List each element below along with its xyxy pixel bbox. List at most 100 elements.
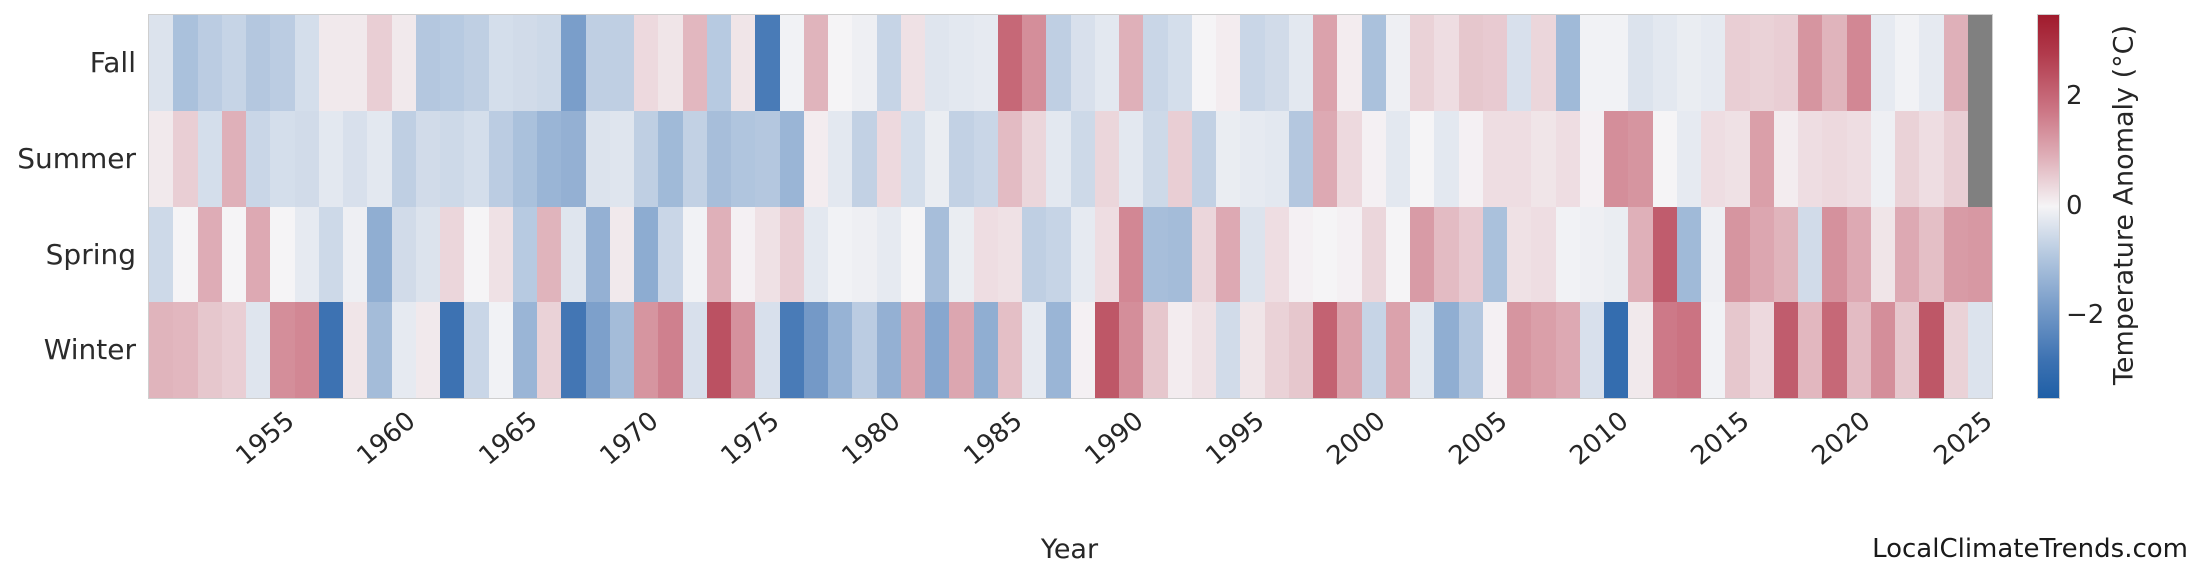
heatmap-cell bbox=[1361, 110, 1386, 207]
heatmap-cell bbox=[1773, 110, 1798, 207]
heatmap-cell bbox=[1288, 110, 1313, 207]
heatmap-cell bbox=[1046, 302, 1071, 398]
heatmap-cell bbox=[1749, 110, 1774, 207]
heatmap-cell bbox=[391, 15, 416, 111]
heatmap-cell bbox=[1919, 15, 1944, 111]
heatmap-cell bbox=[949, 110, 974, 207]
heatmap-cell bbox=[1119, 15, 1144, 111]
x-tick-label: 1960 bbox=[351, 406, 422, 472]
heatmap-cell bbox=[925, 110, 950, 207]
heatmap-cell bbox=[512, 110, 537, 207]
heatmap-cell bbox=[1313, 15, 1338, 111]
heatmap-cell bbox=[270, 110, 295, 207]
heatmap-cell bbox=[1531, 302, 1556, 398]
heatmap-cell bbox=[1313, 206, 1338, 303]
heatmap-cell bbox=[1943, 206, 1968, 303]
heatmap-cell bbox=[973, 110, 998, 207]
x-tick-label: 1980 bbox=[836, 406, 907, 472]
heatmap-cell bbox=[561, 110, 586, 207]
heatmap-cell bbox=[1167, 302, 1192, 398]
heatmap-cell bbox=[1943, 302, 1968, 398]
heatmap-cell bbox=[415, 206, 440, 303]
heatmap-cell bbox=[1870, 302, 1895, 398]
heatmap-cell bbox=[1482, 206, 1507, 303]
heatmap-cell bbox=[1385, 206, 1410, 303]
heatmap-cell bbox=[537, 302, 562, 398]
x-tick-label: 2015 bbox=[1685, 406, 1756, 472]
heatmap-cell bbox=[1919, 110, 1944, 207]
heatmap-cell bbox=[294, 302, 319, 398]
heatmap-cell bbox=[1773, 206, 1798, 303]
heatmap-cell bbox=[1313, 110, 1338, 207]
x-tick-label: 1970 bbox=[594, 406, 665, 472]
heatmap-cell bbox=[900, 302, 925, 398]
heatmap-cell bbox=[949, 206, 974, 303]
heatmap-cell bbox=[1143, 302, 1168, 398]
heatmap-cell bbox=[1410, 302, 1435, 398]
heatmap-cell bbox=[1046, 206, 1071, 303]
heatmap-cell bbox=[1240, 110, 1265, 207]
x-tick-label: 2010 bbox=[1564, 406, 1635, 472]
heatmap-cell bbox=[318, 110, 343, 207]
heatmap-cell bbox=[1652, 110, 1677, 207]
heatmap-cell bbox=[1676, 302, 1701, 398]
heatmap-cell bbox=[828, 206, 853, 303]
heatmap-cell bbox=[852, 206, 877, 303]
heatmap-cell bbox=[828, 302, 853, 398]
x-axis-title: Year bbox=[1040, 534, 1099, 565]
heatmap-cell bbox=[1822, 302, 1847, 398]
heatmap-cell bbox=[828, 110, 853, 207]
heatmap-cell bbox=[585, 15, 610, 111]
heatmap-cell bbox=[512, 206, 537, 303]
heatmap-cell bbox=[1216, 110, 1241, 207]
heatmap-cell bbox=[634, 15, 659, 111]
heatmap-cell bbox=[1798, 302, 1823, 398]
heatmap-cell bbox=[1216, 15, 1241, 111]
heatmap-cell bbox=[1604, 206, 1629, 303]
heatmap-cell bbox=[415, 110, 440, 207]
heatmap-cell bbox=[658, 15, 683, 111]
heatmap-cell bbox=[294, 206, 319, 303]
heatmap-cell bbox=[1822, 15, 1847, 111]
heatmap-cell bbox=[634, 206, 659, 303]
heatmap-cell bbox=[1870, 110, 1895, 207]
heatmap-cell bbox=[1846, 15, 1871, 111]
heatmap-cell bbox=[1870, 15, 1895, 111]
heatmap-cell bbox=[440, 206, 465, 303]
heatmap-cell bbox=[925, 206, 950, 303]
heatmap-cell bbox=[731, 15, 756, 111]
heatmap-cell bbox=[585, 302, 610, 398]
heatmap-cell bbox=[779, 110, 804, 207]
heatmap-cell bbox=[1288, 15, 1313, 111]
heatmap-cell bbox=[197, 15, 222, 111]
heatmap-cell bbox=[488, 110, 513, 207]
heatmap-cell bbox=[1070, 302, 1095, 398]
heatmap-cell bbox=[1240, 15, 1265, 111]
heatmap-cell bbox=[1555, 302, 1580, 398]
heatmap-cell bbox=[367, 302, 392, 398]
heatmap-cell bbox=[1676, 110, 1701, 207]
heatmap-cell bbox=[1167, 206, 1192, 303]
heatmap-cell bbox=[852, 110, 877, 207]
heatmap-cell bbox=[852, 15, 877, 111]
heatmap-cell bbox=[1531, 15, 1556, 111]
heatmap-cell bbox=[852, 302, 877, 398]
heatmap-cell bbox=[1337, 206, 1362, 303]
heatmap-cell bbox=[1604, 302, 1629, 398]
heatmap-cell bbox=[1458, 110, 1483, 207]
heatmap-cell bbox=[1798, 206, 1823, 303]
heatmap-cell bbox=[1798, 110, 1823, 207]
heatmap-cell bbox=[1555, 15, 1580, 111]
heatmap-cell bbox=[1119, 302, 1144, 398]
heatmap-cell bbox=[706, 15, 731, 111]
heatmap-cell bbox=[1725, 206, 1750, 303]
heatmap-cell bbox=[1919, 206, 1944, 303]
heatmap-cell bbox=[1264, 15, 1289, 111]
heatmap-cell bbox=[173, 110, 198, 207]
colorbar-tick-label: 0 bbox=[2066, 190, 2083, 221]
heatmap-cell bbox=[197, 206, 222, 303]
heatmap-cell bbox=[1943, 110, 1968, 207]
heatmap-cell bbox=[755, 110, 780, 207]
heatmap-cell bbox=[755, 206, 780, 303]
heatmap-cell bbox=[1216, 302, 1241, 398]
